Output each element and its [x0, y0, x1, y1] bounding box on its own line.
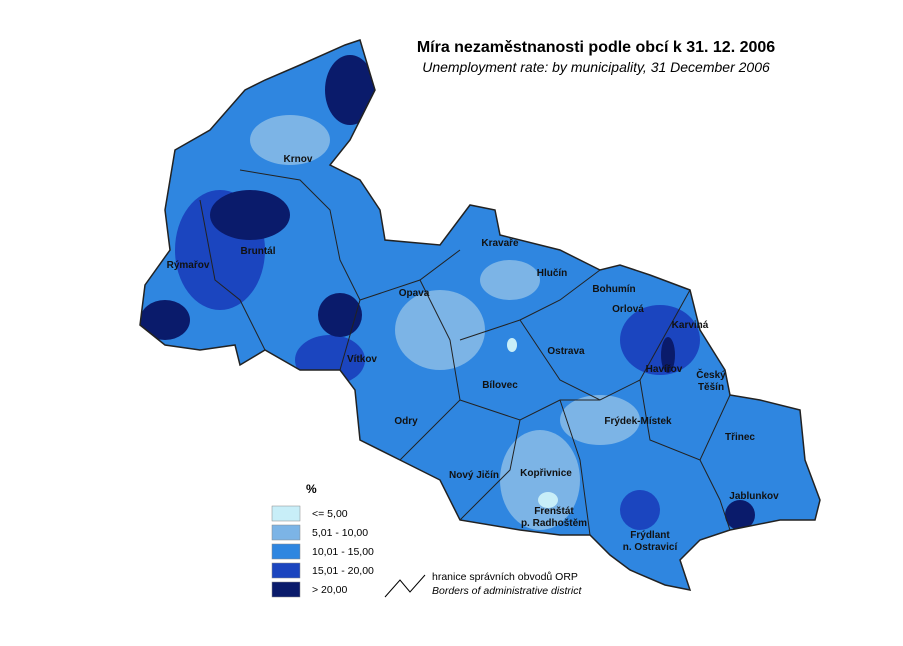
title: Míra nezaměstnanosti podle obcí k 31. 12… [417, 39, 775, 56]
district-label: Český [696, 368, 726, 381]
district-label: Jablunkov [729, 491, 779, 502]
border-label: hranice správních obvodů ORP [432, 571, 578, 583]
subtitle: Unemployment rate: by municipality, 31 D… [422, 59, 770, 75]
district-label: Karviná [672, 320, 709, 331]
legend-label: 15,01 - 20,00 [312, 565, 374, 577]
district-label: n. Ostravicí [623, 542, 679, 553]
district-label: Frenštát [534, 506, 574, 517]
legend-swatch [271, 562, 301, 579]
legend-label: <= 5,00 [312, 508, 348, 520]
legend-swatch [271, 581, 301, 598]
district-label: Bruntál [241, 246, 276, 257]
district-label: Opava [399, 288, 430, 299]
district-label: Kopřivnice [520, 468, 572, 479]
legend-label: 5,01 - 10,00 [312, 527, 368, 539]
district-label: Těšín [698, 382, 724, 393]
district-label: Hlučín [537, 268, 568, 279]
district-label: Frýdek-Místek [604, 416, 672, 427]
district-label: Frýdlant [630, 530, 670, 541]
district-label: Havířov [646, 364, 683, 375]
district-label: Třinec [725, 432, 755, 443]
border-symbol [384, 574, 426, 598]
district-label: Krnov [284, 154, 313, 165]
district-label: Odry [394, 416, 418, 427]
district-label: Orlová [612, 304, 644, 315]
district-label: Kravaře [481, 238, 519, 249]
legend-label: > 20,00 [312, 584, 347, 596]
district-borders [139, 39, 821, 591]
district-label: Bohumín [592, 284, 635, 295]
legend-swatch [271, 505, 301, 522]
legend-title: % [306, 482, 317, 496]
district-label: Nový Jičín [449, 470, 499, 481]
border-label-en: Borders of administrative district [432, 585, 582, 597]
district-label: Bílovec [482, 380, 518, 391]
district-label: Vítkov [347, 354, 377, 365]
legend-label: 10,01 - 15,00 [312, 546, 374, 558]
district-label: p. Radhoštěm [521, 518, 587, 529]
legend-swatch [271, 543, 301, 560]
district-label: Rýmařov [167, 260, 210, 271]
district-label: Ostrava [547, 346, 585, 357]
legend-swatch [271, 524, 301, 541]
